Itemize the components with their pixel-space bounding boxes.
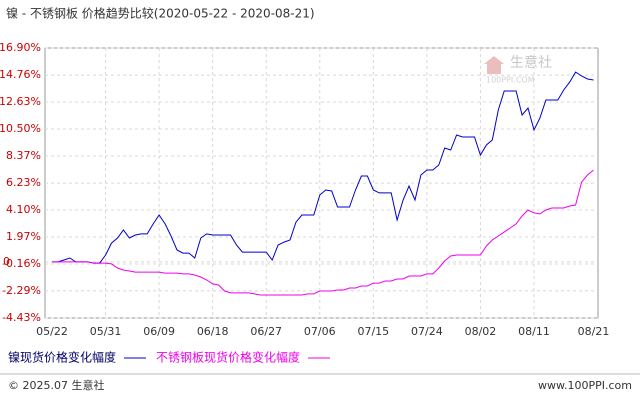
- x-tick-label: 06/18: [197, 325, 229, 338]
- y-tick-label: 16.90%: [0, 41, 41, 54]
- y-tick-label: 1.97%: [6, 230, 41, 243]
- x-tick-label: 08/02: [465, 325, 497, 338]
- series-line: [52, 71, 594, 264]
- x-tick-label: 05/31: [90, 325, 122, 338]
- watermark: 生意社 100PPI.COM: [484, 54, 552, 85]
- series-line: [52, 169, 594, 296]
- y-tick-label: -4.43%: [2, 311, 41, 324]
- y-tick-label: -0.16%: [2, 257, 41, 270]
- footer-site: www.100PPI.com: [538, 379, 632, 392]
- grid: [45, 47, 598, 319]
- y-tick-label: 0: [3, 255, 10, 268]
- chart-title: 镍 - 不锈钢板 价格趋势比较(2020-05-22 - 2020-08-21): [6, 6, 315, 21]
- y-tick-label: 4.10%: [6, 203, 41, 216]
- legend-label: 镍现货价格变化幅度: [8, 350, 116, 365]
- y-tick-label: 10.50%: [0, 122, 41, 135]
- x-tick-label: 06/27: [250, 325, 282, 338]
- y-tick-label: 14.76%: [0, 68, 41, 81]
- y-tick-label: -2.29%: [2, 284, 41, 297]
- x-tick-label: 07/06: [304, 325, 336, 338]
- footer-copyright: © 2025.07 生意社: [8, 378, 104, 392]
- legend-label: 不锈钢板现货价格变化幅度: [156, 350, 300, 365]
- x-tick-label: 07/24: [411, 325, 443, 338]
- x-tick-label: 07/15: [357, 325, 389, 338]
- y-tick-label: 8.37%: [6, 149, 41, 162]
- y-tick-label: 6.23%: [6, 176, 41, 189]
- watermark-icon: [484, 56, 504, 74]
- watermark-url: 100PPI.COM: [486, 76, 535, 85]
- watermark-name: 生意社: [510, 54, 552, 71]
- x-tick-label: 06/09: [143, 325, 175, 338]
- y-tick-label: 12.63%: [0, 95, 41, 108]
- x-tick-label: 08/11: [518, 325, 550, 338]
- x-tick-label: 08/21: [578, 325, 610, 338]
- x-tick-label: 05/22: [36, 325, 68, 338]
